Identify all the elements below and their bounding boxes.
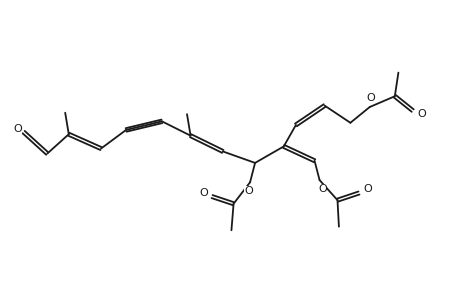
Text: O: O — [199, 188, 207, 198]
Text: O: O — [363, 184, 371, 194]
Text: O: O — [365, 93, 374, 103]
Text: O: O — [416, 109, 425, 119]
Text: O: O — [244, 186, 252, 196]
Text: O: O — [13, 124, 22, 134]
Text: O: O — [317, 184, 326, 194]
